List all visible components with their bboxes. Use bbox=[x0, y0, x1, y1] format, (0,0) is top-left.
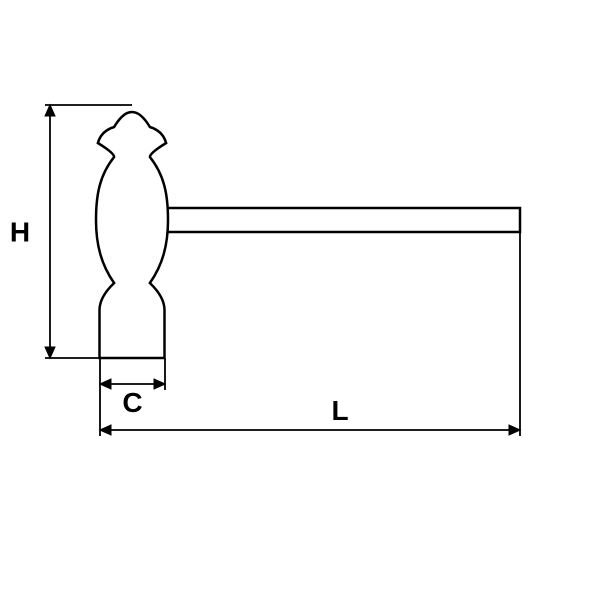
dim-c-label: C bbox=[122, 387, 142, 418]
dim-l-label: L bbox=[331, 395, 348, 426]
handle-outline bbox=[167, 208, 520, 232]
finial-outline bbox=[96, 112, 168, 358]
dim-h-label: H bbox=[10, 217, 30, 248]
